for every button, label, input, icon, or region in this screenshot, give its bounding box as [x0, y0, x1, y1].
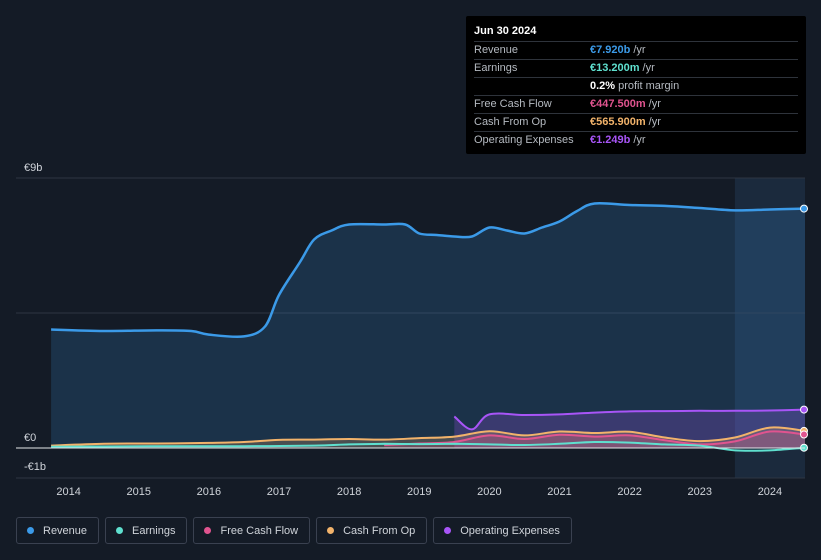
tooltip-row-unit: /yr: [633, 134, 646, 146]
tooltip-row-label: Cash From Op: [474, 116, 547, 128]
legend-dot-icon: [27, 527, 34, 534]
legend-dot-icon: [327, 527, 335, 534]
legend-label: Revenue: [43, 524, 88, 537]
legend-dot-icon: [204, 527, 212, 534]
tooltip-row-value: €13.200m: [590, 62, 640, 74]
tooltip-row-value: 0.2%: [590, 80, 616, 92]
legend-item-cash-from-op[interactable]: Cash From Op: [316, 517, 428, 544]
legend-label: Free Cash Flow: [220, 524, 299, 537]
chart-area: €9b €0 -€1b 2014 2015 2016 2017 2018 2019 2020 202…: [16, 162, 808, 498]
tooltip-row-label: Earnings: [474, 62, 518, 74]
legend-dot-icon: [444, 527, 452, 534]
tooltip-row-label: [474, 78, 590, 95]
x-tick-label: 2020: [477, 486, 501, 498]
tooltip-row: Free Cash Flow €447.500m/yr: [474, 96, 798, 114]
legend-label: Operating Expenses: [460, 524, 560, 537]
x-tick-label: 2024: [758, 486, 782, 498]
tooltip-row-value: €447.500m: [590, 98, 646, 110]
y-tick-label: €0: [24, 432, 36, 444]
tooltip-row: Operating Expenses €1.249b/yr: [474, 132, 798, 149]
x-tick-label: 2022: [617, 486, 641, 498]
tooltip-row-unit: /yr: [648, 116, 661, 128]
x-tick-label: 2018: [337, 486, 361, 498]
legend-item-earnings[interactable]: Earnings: [105, 517, 188, 544]
series-line-free-cash-flow: [384, 430, 806, 446]
x-tick-label: 2017: [267, 486, 291, 498]
tooltip-row-label: Operating Expenses: [474, 134, 574, 146]
x-tick-label: 2015: [126, 486, 150, 498]
tooltip-row-unit: /yr: [642, 62, 655, 74]
hover-tooltip: Jun 30 2024 Revenue €7.920b/yr Earnings €13…: [466, 16, 806, 154]
tooltip-row-unit: /yr: [648, 98, 661, 110]
legend-label: Earnings: [132, 524, 176, 537]
tooltip-row-unit: /yr: [633, 44, 646, 56]
x-tick-label: 2019: [407, 486, 431, 498]
tooltip-row-label: Revenue: [474, 44, 519, 56]
series-line-cash-from-op: [51, 426, 806, 447]
y-tick-label: €9b: [24, 162, 42, 174]
series-line-earnings: [51, 440, 806, 452]
tooltip-row: Earnings €13.200m/yr: [474, 60, 798, 78]
series-end-marker-operating-expenses: [800, 405, 808, 414]
tooltip-row: Revenue €7.920b/yr: [474, 42, 798, 60]
tooltip-row: 0.2% profit margin: [474, 78, 798, 96]
legend-item-free-cash-flow[interactable]: Free Cash Flow: [193, 517, 311, 544]
x-tick-label: 2023: [688, 486, 712, 498]
chart-legend: Revenue Earnings Free Cash Flow Cash From O…: [16, 517, 572, 544]
series-area-revenue: [51, 203, 806, 448]
legend-label: Cash From Op: [343, 524, 416, 537]
tooltip-row-value: €7.920b: [590, 44, 631, 56]
series-end-marker-revenue: [800, 204, 808, 213]
x-tick-label: 2014: [56, 486, 80, 498]
series-end-marker-free-cash-flow: [800, 430, 808, 439]
tooltip-row-value: €1.249b: [590, 134, 631, 146]
series-area-operating-expenses: [454, 409, 805, 448]
tooltip-row-value: €565.900m: [590, 116, 646, 128]
legend-dot-icon: [116, 527, 124, 534]
y-tick-label: -€1b: [24, 461, 46, 473]
series-line-operating-expenses: [453, 408, 806, 431]
x-tick-label: 2016: [197, 486, 221, 498]
series-line-revenue: [51, 202, 806, 339]
tooltip-date: Jun 30 2024: [474, 23, 798, 42]
tooltip-row-unit: profit margin: [618, 80, 680, 92]
legend-item-operating-expenses[interactable]: Operating Expenses: [433, 517, 572, 544]
x-tick-label: 2021: [547, 486, 571, 498]
tooltip-row-label: Free Cash Flow: [474, 98, 552, 110]
legend-item-revenue[interactable]: Revenue: [16, 517, 100, 544]
tooltip-row: Cash From Op €565.900m/yr: [474, 114, 798, 132]
